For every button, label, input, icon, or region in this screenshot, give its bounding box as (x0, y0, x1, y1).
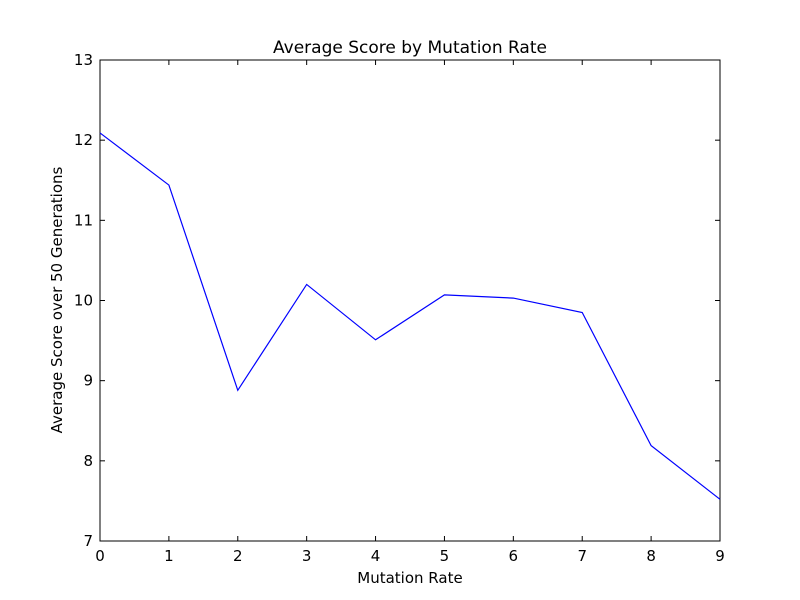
y-tick-label: 8 (83, 452, 93, 470)
data-point (582, 312, 583, 313)
data-point (375, 339, 376, 340)
y-tick-label: 7 (83, 532, 93, 550)
x-tick-label: 1 (164, 547, 174, 565)
data-point (651, 445, 652, 446)
plot-area-frame (99, 59, 721, 542)
y-tick-label: 9 (83, 372, 93, 390)
y-axis-label: Average Score over 50 Generations (48, 166, 66, 433)
y-tick-label: 10 (74, 292, 93, 310)
series-layer (99, 132, 721, 500)
series-line (99, 132, 721, 500)
data-point (237, 390, 238, 391)
data-point (444, 294, 445, 295)
data-point (99, 132, 100, 133)
data-point (513, 297, 514, 298)
x-tick-label: 8 (646, 547, 656, 565)
data-point (306, 284, 307, 285)
chart-title: Average Score by Mutation Rate (273, 38, 547, 58)
x-tick-label: 2 (233, 547, 243, 565)
y-tick-label: 13 (74, 51, 93, 69)
data-point (719, 499, 720, 500)
x-tick-label: 7 (577, 547, 587, 565)
y-tick-label: 12 (74, 131, 93, 149)
x-axis-label: Mutation Rate (357, 569, 462, 587)
y-tick-label: 11 (74, 211, 93, 229)
x-tick-label: 0 (95, 547, 105, 565)
x-tick-label: 3 (302, 547, 312, 565)
x-tick-label: 4 (371, 547, 381, 565)
x-tick-label: 6 (509, 547, 519, 565)
x-tick-label: 9 (715, 547, 725, 565)
x-tick-label: 5 (440, 547, 450, 565)
data-point (168, 184, 169, 185)
